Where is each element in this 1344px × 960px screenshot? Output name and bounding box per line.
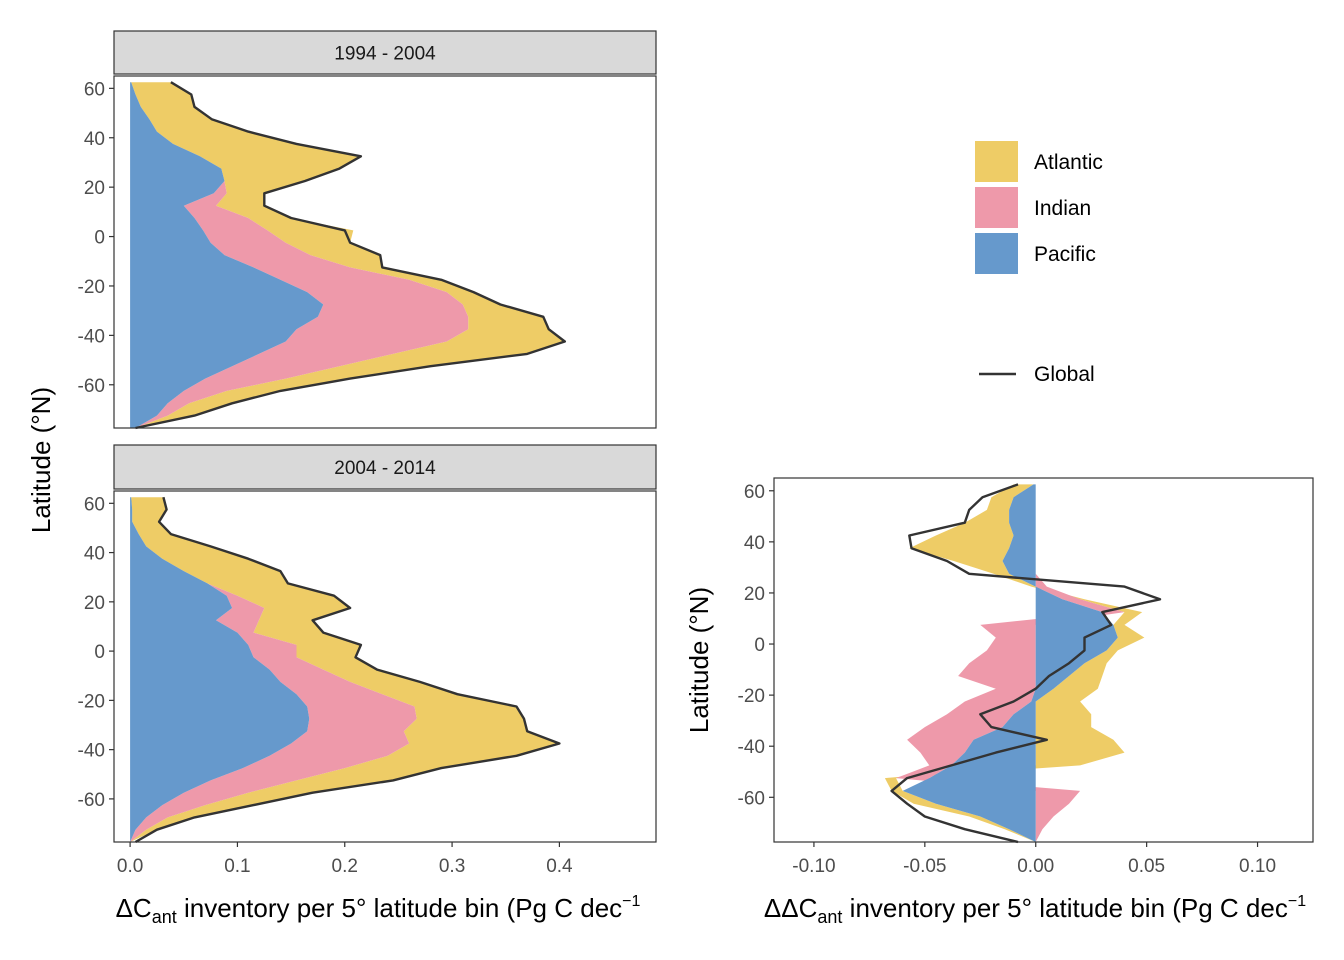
y-tick-label: -60: [78, 376, 105, 397]
y-tick-label: 0: [754, 635, 765, 656]
axis-title-superscript: −1: [1288, 893, 1306, 910]
area-indian: [896, 484, 1125, 842]
panel-2: 2004 - 2014 60 40 20 0 -20 -40 -60 0.0 0.1 0.2 0.3 0…: [78, 444, 657, 877]
strip-label: 1994 - 2004: [334, 44, 436, 65]
area-pacific: [130, 82, 324, 428]
global-line: [135, 81, 566, 430]
y-tick-label: -20: [78, 277, 105, 298]
x-tick-label: 0.4: [546, 856, 573, 877]
y-tick-label: 0: [94, 228, 105, 249]
panel-1: 1994 - 2004 60 40 20 0 -20 -40 -60: [78, 30, 657, 430]
axis-title-subscript: ant: [817, 907, 842, 927]
x-axis-title-left: ΔCant inventory per 5° latitude bin (Pg …: [116, 893, 641, 927]
axis-title-prefix: ΔC: [116, 893, 152, 923]
panels-layer: 1994 - 2004 60 40 20 0 -20 -40 -60 2004 - 2014 60…: [26, 30, 1314, 927]
legend-swatch-indian: [975, 187, 1018, 228]
strip-background: [113, 444, 657, 490]
area-atlantic: [130, 497, 560, 842]
y-tick-label: -20: [78, 691, 105, 712]
y-tick-label: 40: [744, 533, 765, 554]
panel-3: 60 40 20 0 -20 -40 -60 -0.10 -0.05 0.00 0.05 0.10: [738, 477, 1314, 877]
y-tick-label: 40: [84, 544, 105, 565]
y-tick-label: 60: [84, 494, 105, 515]
global-line: [890, 483, 1162, 844]
panel-frame: [113, 75, 657, 429]
y-tick-label: -20: [738, 686, 765, 707]
area-indian: [131, 82, 469, 428]
area-atlantic: [131, 82, 565, 428]
area-pacific: [902, 484, 1118, 842]
axis-title-subscript: ant: [152, 907, 177, 927]
x-tick-label: -0.05: [903, 856, 946, 877]
y-tick-label: 0: [94, 642, 105, 663]
y-axis-title-right: Latitude (°N): [684, 587, 714, 733]
area-indian: [130, 497, 417, 842]
y-tick-label: 20: [84, 593, 105, 614]
area-atlantic: [884, 484, 1145, 842]
y-axis-title-left: Latitude (°N): [26, 387, 56, 533]
legend-label-indian: Indian: [1034, 197, 1091, 220]
y-tick-label: 40: [84, 129, 105, 150]
y-tick-label: 20: [84, 178, 105, 199]
area-pacific: [130, 497, 310, 842]
global-line: [134, 496, 561, 844]
axis-title-text: inventory per 5° latitude bin (Pg C dec: [177, 893, 622, 923]
x-tick-label: -0.10: [792, 856, 835, 877]
y-tick-label: -40: [78, 741, 105, 762]
axis-title-superscript: −1: [622, 893, 640, 910]
axis-title-text: inventory per 5° latitude bin (Pg C dec: [842, 893, 1287, 923]
x-tick-label: 0.2: [332, 856, 358, 877]
strip-background: [113, 30, 657, 75]
x-tick-label: 0.0: [117, 856, 143, 877]
legend-label-pacific: Pacific: [1034, 243, 1096, 266]
y-tick-label: 20: [744, 584, 765, 605]
strip-label: 2004 - 2014: [334, 458, 436, 479]
y-tick-label: 60: [744, 482, 765, 503]
legend-swatch-atlantic: [975, 141, 1018, 182]
legend-swatch-pacific: [975, 233, 1018, 274]
legend-label-global: Global: [1034, 363, 1095, 386]
axis-title-prefix: ΔΔC: [764, 893, 818, 923]
y-tick-label: 60: [84, 79, 105, 100]
x-tick-label: 0.3: [439, 856, 465, 877]
x-tick-label: 0.1: [224, 856, 250, 877]
y-tick-label: -40: [78, 326, 105, 347]
panel-frame: [113, 490, 657, 843]
x-tick-label: 0.00: [1017, 856, 1054, 877]
y-tick-label: -60: [738, 788, 765, 809]
x-axis-title-right: ΔΔCant inventory per 5° latitude bin (Pg…: [764, 893, 1306, 927]
x-tick-label: 0.05: [1128, 856, 1165, 877]
y-tick-label: -40: [738, 737, 765, 758]
panel-frame: [773, 477, 1314, 843]
y-tick-label: -60: [78, 790, 105, 811]
legend-label-atlantic: Atlantic: [1034, 151, 1103, 174]
x-tick-label: 0.10: [1239, 856, 1276, 877]
legend: Atlantic Indian Pacific Global: [975, 141, 1103, 386]
